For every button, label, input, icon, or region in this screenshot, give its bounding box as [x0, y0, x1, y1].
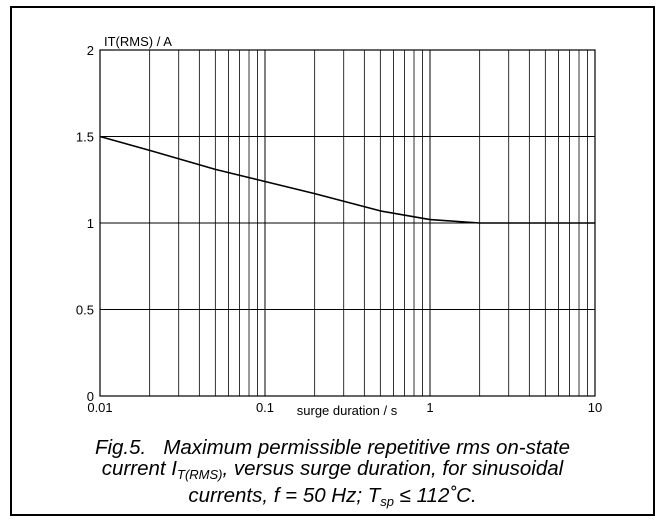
chart: 0 0.5 1 1.5 2 0.01 0.1 1 10 IT(RMS) / A surge du…	[76, 34, 602, 418]
caption-line-2-pre: current I	[101, 457, 177, 480]
caption-line-1: Fig.5. Maximum permissible repetitive rm…	[10, 437, 655, 458]
y-tick-label: 1	[87, 216, 94, 231]
y-tick-label: 1.5	[76, 130, 94, 145]
series-line	[99, 135, 595, 224]
caption-line-2: current IT(RMS), versus surge duration, …	[10, 458, 655, 485]
y-tick-label: 2	[87, 43, 94, 58]
x-axis-label: surge duration / s	[297, 403, 398, 418]
y-axis-label: IT(RMS) / A	[104, 34, 172, 49]
x-tick-label: 1	[426, 400, 433, 415]
caption-line-3-sub: sp	[380, 494, 395, 509]
y-tick-label: 0	[87, 389, 94, 404]
x-tick-label: 10	[588, 400, 602, 415]
figure-caption: Fig.5. Maximum permissible repetitive rm…	[10, 437, 655, 512]
caption-fig-number: Fig.5.	[94, 436, 147, 459]
caption-line-1-text: Maximum permissible repetitive rms on-st…	[163, 436, 571, 459]
y-tick-label: 0.5	[76, 303, 94, 318]
series-group	[99, 135, 595, 224]
x-tick-label: 0.1	[256, 400, 274, 415]
caption-line-3-pre: currents, f = 50 Hz; T	[188, 484, 381, 507]
tick-labels: 0 0.5 1 1.5 2 0.01 0.1 1 10	[76, 43, 602, 415]
caption-line-2-post: , versus surge duration, for sinusoidal	[222, 457, 564, 480]
caption-line-3: currents, f = 50 Hz; Tsp ≤ 112˚C.	[10, 485, 655, 512]
figure-frame	[10, 6, 655, 516]
caption-line-2-sub: T(RMS)	[177, 467, 223, 482]
x-tick-label: 0.01	[87, 400, 112, 415]
caption-line-3-post: ≤ 112˚C.	[394, 484, 477, 507]
